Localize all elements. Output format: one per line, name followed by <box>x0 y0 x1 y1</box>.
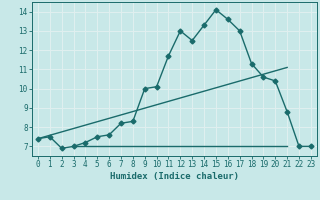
X-axis label: Humidex (Indice chaleur): Humidex (Indice chaleur) <box>110 172 239 181</box>
